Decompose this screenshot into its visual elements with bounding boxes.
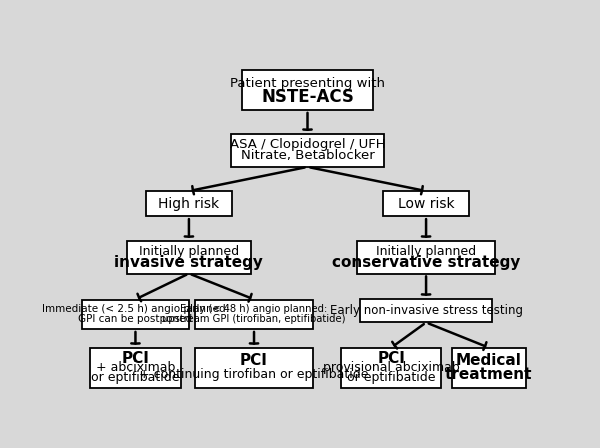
Text: + abciximab: + abciximab — [96, 361, 175, 374]
Text: High risk: High risk — [158, 197, 220, 211]
FancyBboxPatch shape — [360, 299, 493, 323]
Text: Nitrate, Betablocker: Nitrate, Betablocker — [241, 150, 374, 163]
Text: Medical: Medical — [456, 353, 522, 368]
FancyBboxPatch shape — [127, 241, 251, 274]
Text: treatment: treatment — [445, 367, 533, 382]
Text: or eptifibatide: or eptifibatide — [347, 371, 436, 384]
Text: Low risk: Low risk — [398, 197, 454, 211]
FancyBboxPatch shape — [195, 348, 313, 388]
Text: Early non-invasive stress testing: Early non-invasive stress testing — [329, 304, 523, 317]
Text: invasive strategy: invasive strategy — [115, 255, 263, 270]
Text: Early (< 48 h) angio planned:: Early (< 48 h) angio planned: — [181, 304, 328, 314]
Text: GPI can be postponed: GPI can be postponed — [79, 314, 193, 324]
Text: PCI: PCI — [122, 350, 149, 366]
FancyBboxPatch shape — [242, 70, 373, 110]
Text: ASA / Clopidogrel / UFH: ASA / Clopidogrel / UFH — [230, 138, 385, 151]
FancyBboxPatch shape — [231, 134, 384, 167]
Text: Patient presenting with: Patient presenting with — [230, 77, 385, 90]
FancyBboxPatch shape — [358, 241, 494, 274]
FancyBboxPatch shape — [195, 300, 313, 329]
FancyBboxPatch shape — [383, 191, 469, 216]
Text: upstream GPI (tirofiban, eptifibatide): upstream GPI (tirofiban, eptifibatide) — [162, 314, 346, 324]
FancyBboxPatch shape — [90, 348, 181, 388]
Text: conservative strategy: conservative strategy — [332, 255, 520, 270]
FancyBboxPatch shape — [146, 191, 232, 216]
FancyBboxPatch shape — [452, 348, 526, 388]
Text: Initially planned: Initially planned — [376, 245, 476, 258]
Text: + continuing tirofiban or eptifibatide: + continuing tirofiban or eptifibatide — [139, 368, 369, 381]
Text: PCI: PCI — [240, 353, 268, 368]
Text: or eptifibatide: or eptifibatide — [91, 371, 180, 384]
FancyBboxPatch shape — [341, 348, 441, 388]
Text: NSTE-ACS: NSTE-ACS — [261, 88, 354, 106]
Text: PCI: PCI — [377, 350, 405, 366]
Text: Initially planned: Initially planned — [139, 245, 239, 258]
Text: Immediate (< 2.5 h) angio planned:: Immediate (< 2.5 h) angio planned: — [42, 304, 229, 314]
Text: provisional abciximab: provisional abciximab — [323, 361, 460, 374]
FancyBboxPatch shape — [82, 300, 189, 329]
